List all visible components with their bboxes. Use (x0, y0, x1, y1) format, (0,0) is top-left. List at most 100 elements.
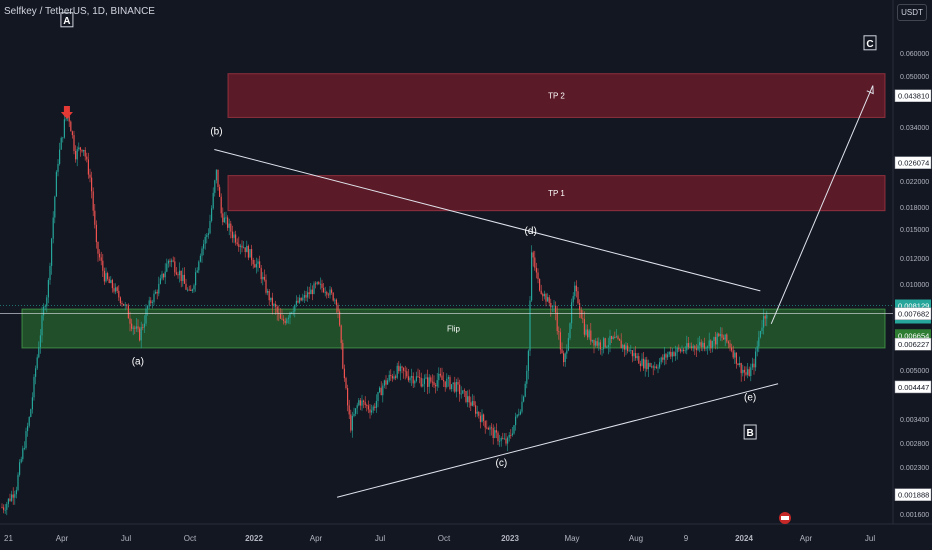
candle-body (59, 149, 61, 164)
candle-body (244, 247, 246, 252)
candle-body (295, 300, 297, 305)
candle-body (406, 371, 408, 377)
candle-body (516, 414, 518, 417)
candle-body (223, 217, 225, 223)
candle-body (455, 382, 457, 392)
candle-body (593, 339, 595, 346)
candle-body (233, 234, 235, 238)
candle-body (153, 293, 155, 303)
candle-body (422, 384, 424, 387)
trendline[interactable] (214, 149, 761, 292)
candle-body (639, 363, 641, 366)
candle-body (41, 315, 43, 336)
candle-body (385, 380, 387, 385)
x-tick-label: 2023 (501, 534, 519, 543)
candle-body (601, 349, 603, 350)
candle-body (500, 438, 502, 441)
candle-body (764, 316, 766, 319)
candle-body (49, 265, 51, 280)
candle-body (667, 354, 669, 358)
candle-body (734, 352, 736, 358)
candle-body (190, 289, 192, 291)
candle-body (747, 369, 749, 375)
candle-body (599, 342, 601, 350)
zone-tp-2 (227, 73, 886, 118)
candle-body (721, 334, 723, 338)
candle-body (503, 438, 505, 440)
trendline[interactable] (336, 383, 779, 498)
y-tick-label: 0.060000 (900, 51, 929, 58)
candle-body (671, 352, 673, 357)
candle-body (191, 289, 193, 291)
candle-body (348, 405, 350, 415)
candle-body (660, 357, 662, 363)
candle-body (351, 416, 353, 431)
candle-body (260, 267, 262, 280)
candle-body (719, 334, 721, 336)
wave-label: (d) (525, 226, 537, 237)
x-tick-label: Apr (800, 534, 813, 543)
candle-body (17, 474, 19, 491)
candle-body (300, 297, 302, 301)
candle-body (299, 297, 301, 303)
candle-body (580, 310, 582, 319)
candle-body (564, 353, 566, 363)
candle-body (697, 345, 699, 350)
candle-body (470, 402, 472, 406)
candle-body (11, 494, 13, 501)
candle-body (113, 288, 115, 292)
candle-body (22, 448, 24, 460)
candle-body (159, 278, 161, 284)
candle-body (681, 349, 683, 352)
zone-label: TP 1 (548, 189, 565, 198)
candle-body (121, 303, 123, 304)
candle-body (615, 336, 617, 338)
candle-body (508, 435, 510, 438)
candle-body (268, 291, 270, 301)
candle-body (206, 235, 208, 237)
candle-body (726, 334, 728, 342)
x-tick-label: 9 (684, 534, 689, 543)
candle-body (676, 348, 678, 353)
currency-button[interactable]: USDT (897, 4, 927, 21)
candle-body (166, 263, 168, 272)
wave-label: (b) (210, 127, 222, 138)
candle-body (534, 257, 536, 268)
candle-body (193, 285, 195, 290)
price-tag-value: 0.004447 (898, 383, 929, 392)
candle-body (732, 350, 734, 358)
y-tick-label: 0.001600 (900, 512, 929, 519)
candle-body (55, 171, 57, 197)
candle-body (678, 348, 680, 350)
candle-body (398, 365, 400, 372)
candle-body (380, 387, 382, 396)
projection-arrow[interactable] (770, 85, 874, 324)
candle-body (329, 289, 331, 296)
x-tick-label: Jul (375, 534, 385, 543)
candle-body (598, 342, 600, 346)
candle-body (39, 335, 41, 348)
price-tag (894, 307, 932, 320)
candle-body (758, 337, 760, 347)
y-tick-label: 0.034000 (900, 125, 929, 132)
candle-body (131, 323, 133, 329)
candle-body (430, 377, 432, 382)
candle-body (369, 409, 371, 413)
candle-body (7, 498, 9, 504)
zone-label: Flip (447, 325, 460, 334)
y-tick-label: 0.005000 (900, 368, 929, 375)
candle-body (750, 367, 752, 376)
candle-body (644, 359, 646, 369)
x-tick-label: Jul (121, 534, 131, 543)
candle-body (707, 346, 709, 348)
candle-body (497, 432, 499, 442)
candle-body (142, 327, 144, 328)
candle-body (463, 390, 465, 392)
candle-body (716, 333, 718, 345)
candle-body (28, 417, 30, 426)
price-tag (894, 337, 932, 351)
candle-body (119, 297, 121, 303)
candle-body (289, 312, 291, 318)
